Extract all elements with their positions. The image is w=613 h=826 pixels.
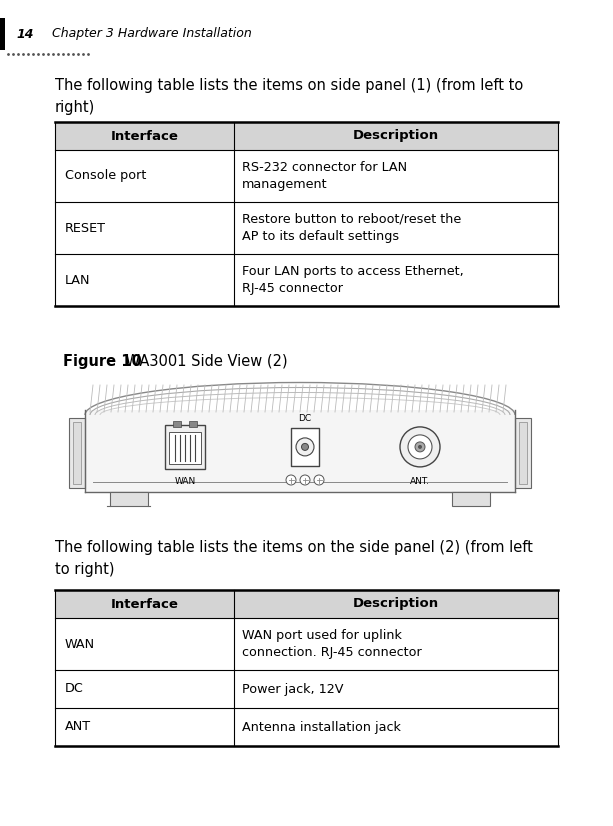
Bar xyxy=(69,418,85,488)
Text: The following table lists the items on the side panel (2) (from left
to right): The following table lists the items on t… xyxy=(55,540,533,577)
Text: Chapter 3 Hardware Installation: Chapter 3 Hardware Installation xyxy=(52,27,252,40)
Text: Restore button to reboot/reset the
AP to its default settings: Restore button to reboot/reset the AP to… xyxy=(242,213,461,243)
Bar xyxy=(55,590,234,618)
Text: DC: DC xyxy=(65,682,84,695)
Text: WAN: WAN xyxy=(174,477,196,486)
Bar xyxy=(73,422,81,484)
Text: Figure 10: Figure 10 xyxy=(63,354,142,369)
Circle shape xyxy=(314,475,324,485)
Bar xyxy=(234,122,558,150)
Bar xyxy=(515,418,531,488)
Bar xyxy=(55,122,234,150)
Bar xyxy=(291,428,319,466)
Bar xyxy=(110,492,148,506)
Bar xyxy=(234,590,558,618)
Text: RS-232 connector for LAN
management: RS-232 connector for LAN management xyxy=(242,161,406,192)
Text: Interface: Interface xyxy=(110,597,178,610)
Bar xyxy=(85,410,515,492)
Text: WA3001 Side View (2): WA3001 Side View (2) xyxy=(121,354,287,369)
Text: ANT: ANT xyxy=(65,720,91,733)
Text: WAN: WAN xyxy=(65,638,95,651)
Bar xyxy=(0,18,5,50)
Bar xyxy=(169,432,201,464)
Text: DC: DC xyxy=(299,414,311,423)
Circle shape xyxy=(300,475,310,485)
Text: The following table lists the items on side panel (1) (from left to
right): The following table lists the items on s… xyxy=(55,78,524,115)
Bar xyxy=(173,421,181,427)
Circle shape xyxy=(302,444,308,450)
Text: Interface: Interface xyxy=(110,130,178,143)
Text: Console port: Console port xyxy=(65,169,147,183)
Text: ANT.: ANT. xyxy=(410,477,430,486)
Text: WAN port used for uplink
connection. RJ-45 connector: WAN port used for uplink connection. RJ-… xyxy=(242,629,421,659)
Bar xyxy=(519,422,527,484)
Circle shape xyxy=(408,435,432,459)
Text: Antenna installation jack: Antenna installation jack xyxy=(242,720,400,733)
Circle shape xyxy=(286,475,296,485)
Text: Power jack, 12V: Power jack, 12V xyxy=(242,682,343,695)
Text: RESET: RESET xyxy=(65,221,106,235)
Bar xyxy=(165,425,205,469)
Circle shape xyxy=(296,438,314,456)
Circle shape xyxy=(415,442,425,452)
Text: Description: Description xyxy=(352,597,439,610)
Text: LAN: LAN xyxy=(65,273,91,287)
Text: Description: Description xyxy=(352,130,439,143)
Circle shape xyxy=(400,427,440,467)
Text: 14: 14 xyxy=(16,27,34,40)
Text: Four LAN ports to access Ethernet,
RJ-45 connector: Four LAN ports to access Ethernet, RJ-45… xyxy=(242,265,463,295)
Bar xyxy=(189,421,197,427)
Circle shape xyxy=(418,445,422,449)
Bar xyxy=(452,492,490,506)
